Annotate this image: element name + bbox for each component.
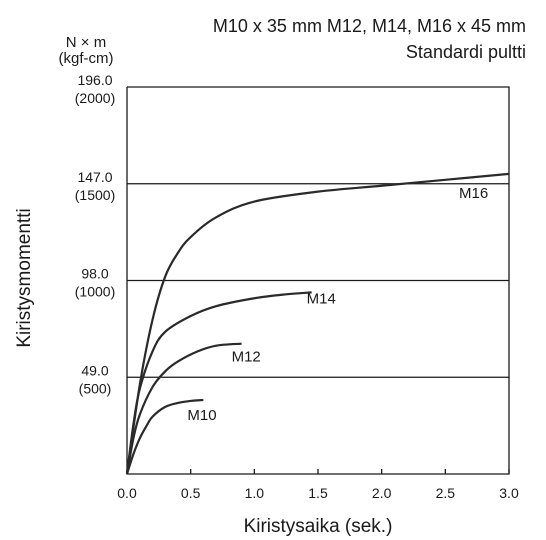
series-line-m10: [125, 398, 204, 475]
y-tick-sublabel: (500): [79, 380, 112, 396]
series-line-m12: [125, 342, 242, 475]
series-label-m16: M16: [459, 185, 488, 202]
series-line-m16: [125, 172, 510, 475]
series-label-m14: M14: [307, 290, 336, 307]
y-tick-sublabel: (1000): [75, 284, 115, 300]
x-tick-label: 1.5: [308, 485, 328, 501]
series-label-m12: M12: [232, 349, 261, 366]
x-tick-label: 1.0: [245, 485, 265, 501]
gridlines: [127, 183, 509, 378]
y-axis-title: Kiristysmomentti: [14, 208, 35, 347]
y-unit-nm: N × m: [66, 34, 106, 51]
x-axis-title: Kiristysaika (sek.): [244, 516, 393, 537]
y-tick-label: 49.0: [81, 362, 108, 378]
tick-labels: 0.0 0.5 1.0 1.5 2.0 2.5 3.0 196.0 (2000) 147.0 (15…: [75, 72, 519, 501]
y-tick-sublabel: (2000): [75, 90, 115, 106]
x-tick-label: 2.5: [436, 485, 456, 501]
y-unit-kgfcm: (kgf-cm): [59, 50, 114, 67]
x-tick-label: 2.0: [372, 485, 392, 501]
series-label-m10: M10: [187, 407, 216, 424]
series-curves: M16 M14 M12 M10: [125, 172, 510, 475]
series-line-m14: [125, 291, 312, 475]
y-tick-label: 196.0: [77, 72, 112, 88]
x-tick-label: 0.5: [181, 485, 201, 501]
x-tick-label: 3.0: [499, 485, 519, 501]
x-tick-label: 0.0: [117, 485, 137, 501]
chart-subtitle-standard-bolt: Standardi pultti: [406, 42, 526, 62]
y-tick-label: 98.0: [81, 266, 108, 282]
y-tick-label: 147.0: [77, 169, 112, 185]
chart-subtitle-bolt-sizes: M10 x 35 mm M12, M14, M16 x 45 mm: [213, 16, 526, 36]
y-tick-sublabel: (1500): [75, 187, 115, 203]
